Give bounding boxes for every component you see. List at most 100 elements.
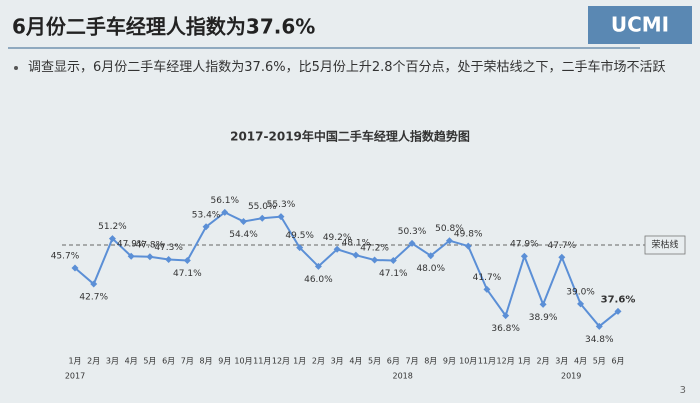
x-tick-label: 8月 <box>200 357 213 366</box>
x-tick-label: 4月 <box>349 357 362 366</box>
x-tick-label: 9月 <box>218 357 231 366</box>
value-label: 47.1% <box>173 269 202 279</box>
marker <box>90 280 98 288</box>
marker <box>483 285 491 293</box>
marker <box>296 244 304 252</box>
value-label: 50.3% <box>398 227 427 237</box>
value-label: 38.9% <box>529 313 558 323</box>
logo-box <box>588 6 692 44</box>
marker <box>183 257 191 265</box>
marker <box>445 237 453 245</box>
x-tick-label: 11月 <box>253 357 271 366</box>
value-label: 49.8% <box>454 230 483 240</box>
marker <box>165 255 173 263</box>
x-tick-label: 5月 <box>143 357 156 366</box>
value-label: 48.1% <box>342 239 371 249</box>
value-label: 50.8% <box>435 224 464 234</box>
x-tick-label: 1月 <box>293 357 306 366</box>
marker <box>614 307 622 315</box>
marker <box>352 251 360 259</box>
marker <box>333 245 341 253</box>
marker <box>314 262 322 270</box>
x-tick-label: 6月 <box>611 357 624 366</box>
marker <box>71 264 79 272</box>
marker <box>108 235 116 243</box>
marker <box>240 217 248 225</box>
marker <box>408 239 416 247</box>
marker <box>427 252 435 260</box>
x-tick-label: 9月 <box>443 357 456 366</box>
value-label: 56.1% <box>210 196 239 206</box>
value-label: 49.2% <box>323 233 352 243</box>
x-tick-label: 2月 <box>312 357 325 366</box>
x-tick-label: 2月 <box>87 357 100 366</box>
x-tick-label: 7月 <box>405 357 418 366</box>
x-tick-label: 5月 <box>368 357 381 366</box>
value-label: 47.7% <box>548 241 577 251</box>
reference-label-box <box>644 235 686 255</box>
x-tick-label: 10月 <box>459 357 477 366</box>
x-tick-label: 1月 <box>518 357 531 366</box>
line <box>74 211 619 328</box>
value-label: 34.8% <box>585 335 614 345</box>
x-tick-label: 7月 <box>181 357 194 366</box>
x-tick-label: 6月 <box>162 357 175 366</box>
value-label: 47.3% <box>154 243 183 253</box>
marker <box>202 223 210 231</box>
marker <box>502 312 510 320</box>
marker <box>389 257 397 265</box>
value-label: 47.2% <box>360 243 389 253</box>
bullet-box: 调查显示，6月份二手车经理人指数为37.6%，比5月份上升2.8个百分点，处于荣… <box>28 60 666 75</box>
x-tick-label: 3月 <box>331 357 344 366</box>
marker <box>221 208 229 216</box>
x-tick-label: 5月 <box>593 357 606 366</box>
chart-title: 2017-2019年中国二手车经理人指数趋势图 <box>230 129 470 144</box>
marker <box>464 242 472 250</box>
marker <box>595 322 603 330</box>
marker <box>539 300 547 308</box>
year-label: 2018 <box>392 372 412 381</box>
x-tick-label: 8月 <box>424 357 437 366</box>
marker <box>558 253 566 261</box>
page-number: 3 <box>680 385 686 396</box>
value-label: 51.2% <box>98 222 127 232</box>
logo: UCMI <box>611 13 669 37</box>
reference-label: 荣枯线 <box>651 239 678 251</box>
x-tick-label: 1月 <box>68 357 81 366</box>
value-label: 41.7% <box>473 273 502 283</box>
value-label: 47.1% <box>379 269 408 279</box>
marker <box>371 256 379 264</box>
year-label: 2019 <box>561 372 581 381</box>
x-tick-label: 4月 <box>125 357 138 366</box>
bullet-dot <box>14 66 18 70</box>
x-tick-label: 3月 <box>106 357 119 366</box>
x-tick-label: 6月 <box>387 357 400 366</box>
value-label: 47.8% <box>136 240 165 250</box>
value-label: 47.9% <box>510 240 539 250</box>
value-label: 55.0% <box>248 202 277 212</box>
year-label: 2017 <box>65 372 85 381</box>
slide-title: 6月份二手车经理人指数为37.6% <box>12 15 315 39</box>
x-tick-label: 11月 <box>478 357 496 366</box>
value-label: 48.0% <box>416 264 445 274</box>
value-label: 53.4% <box>192 210 221 220</box>
value-label: 49.5% <box>285 231 314 241</box>
x-tick-label: 12月 <box>272 357 290 366</box>
value-label: 45.7% <box>51 252 80 262</box>
value-label: 42.7% <box>79 293 108 303</box>
x-tick-label: 10月 <box>234 357 252 366</box>
value-label: 54.4% <box>229 230 258 240</box>
marker <box>258 214 266 222</box>
value-label: 36.8% <box>491 324 520 334</box>
x-tick-label: 3月 <box>555 357 568 366</box>
value-label: 39.0% <box>566 287 595 297</box>
marker <box>577 300 585 308</box>
marker <box>277 213 285 221</box>
bullet-text: 调查显示，6月份二手车经理人指数为37.6%，比5月份上升2.8个百分点，处于荣… <box>28 60 666 75</box>
marker <box>520 252 528 260</box>
value-label: 46.0% <box>304 275 333 285</box>
value-label: 37.6% <box>601 294 636 305</box>
value-label: 47.9% <box>117 240 146 250</box>
marker <box>127 252 135 260</box>
